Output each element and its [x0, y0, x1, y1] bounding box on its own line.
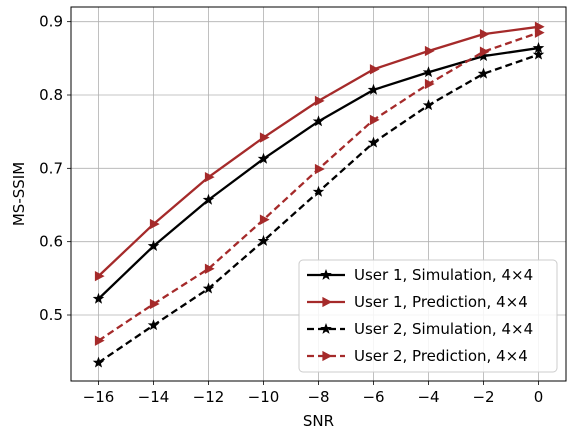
x-tick-label: −6 [362, 388, 384, 406]
x-tick-label: −14 [138, 388, 170, 406]
series-layer [92, 21, 545, 368]
data-point [147, 319, 160, 331]
legend-label: User 1, Simulation, 4×4 [354, 266, 533, 284]
series-3 [92, 48, 545, 368]
data-point [314, 95, 325, 107]
series-4 [94, 27, 545, 346]
legend-label: User 2, Simulation, 4×4 [354, 320, 533, 338]
x-tick-label: 0 [534, 388, 544, 406]
data-point [257, 152, 270, 164]
y-tick-label: 0.7 [39, 159, 63, 177]
y-tick-label: 0.8 [39, 86, 63, 104]
data-point [369, 64, 380, 75]
data-point [532, 48, 545, 60]
data-point [94, 270, 105, 282]
data-point [149, 218, 160, 230]
data-point [312, 115, 325, 127]
legend-marker [320, 322, 332, 334]
legend: User 1, Simulation, 4×4 User 1, Predictio… [298, 259, 558, 373]
x-tick-label: −4 [417, 388, 439, 406]
legend-marker [320, 268, 332, 280]
x-tick-label: −8 [307, 388, 329, 406]
data-point [259, 132, 270, 143]
data-point [94, 335, 105, 346]
data-point [369, 114, 380, 126]
x-tick-label: −10 [248, 388, 280, 406]
data-point [92, 292, 105, 304]
legend-label: User 1, Prediction, 4×4 [354, 293, 528, 311]
data-point [314, 163, 325, 175]
y-tick-label: 0.9 [39, 13, 63, 31]
legend-marker [322, 296, 333, 308]
x-tick-label: −12 [193, 388, 225, 406]
legend-entry: User 1, Prediction, 4×4 [307, 293, 528, 311]
data-point [422, 99, 435, 111]
data-point [477, 67, 490, 79]
data-point [147, 240, 160, 251]
legend-entry: User 2, Prediction, 4×4 [307, 347, 528, 365]
legend-marker [322, 350, 333, 362]
data-point [312, 185, 325, 197]
data-point [534, 27, 545, 38]
data-point [424, 78, 435, 90]
data-point [257, 234, 270, 246]
legend-box [298, 259, 558, 373]
data-point [479, 28, 490, 40]
legend-entry: User 2, Simulation, 4×4 [307, 320, 533, 338]
data-point [424, 45, 435, 57]
data-point [422, 66, 435, 78]
data-point [367, 136, 380, 148]
y-tick-label: 0.5 [39, 306, 63, 324]
data-point [204, 171, 215, 183]
data-point [259, 214, 270, 225]
data-point [202, 193, 215, 205]
data-point [204, 263, 215, 274]
data-point [479, 46, 490, 57]
legend-label: User 2, Prediction, 4×4 [354, 347, 528, 365]
legend-entry: User 1, Simulation, 4×4 [307, 266, 533, 284]
x-axis-label: SNR [303, 412, 334, 430]
x-tick-label: −2 [472, 388, 494, 406]
y-axis-label: MS-SSIM [10, 162, 28, 226]
data-point [92, 356, 105, 368]
data-point [149, 298, 160, 310]
y-tick-label: 0.6 [39, 233, 63, 251]
data-point [202, 282, 215, 294]
ticks: −16 −14 −12 −10 −8 −6 −4 −2 0 0.5 0.6 0.7 0.8 0.9 [39, 13, 543, 406]
x-tick-label: −16 [83, 388, 115, 406]
data-point [367, 83, 380, 95]
